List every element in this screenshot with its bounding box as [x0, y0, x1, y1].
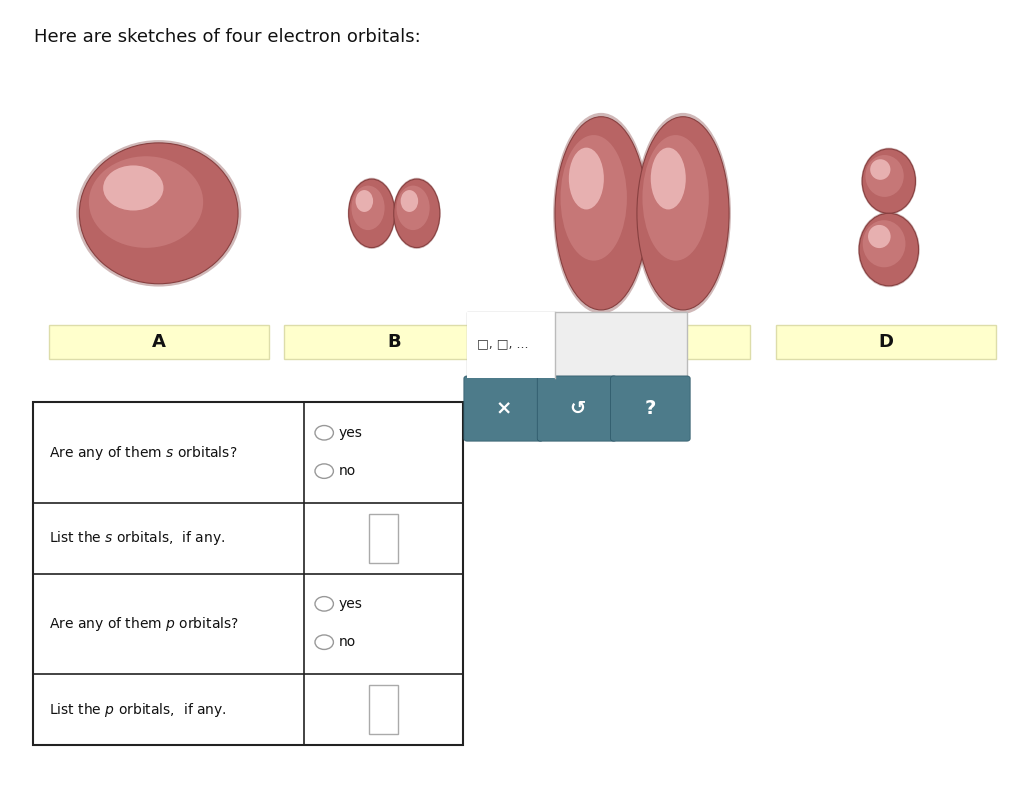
- Text: no: no: [339, 635, 355, 649]
- Ellipse shape: [393, 180, 440, 248]
- Ellipse shape: [635, 113, 731, 314]
- Text: no: no: [339, 464, 355, 478]
- Circle shape: [315, 635, 334, 650]
- Ellipse shape: [560, 135, 627, 261]
- FancyBboxPatch shape: [530, 325, 750, 359]
- Ellipse shape: [870, 159, 891, 180]
- Ellipse shape: [348, 180, 395, 248]
- Ellipse shape: [80, 143, 238, 284]
- Ellipse shape: [642, 135, 709, 261]
- Ellipse shape: [393, 178, 440, 249]
- Ellipse shape: [637, 117, 729, 310]
- FancyBboxPatch shape: [464, 376, 544, 441]
- FancyBboxPatch shape: [285, 325, 505, 359]
- Ellipse shape: [351, 186, 385, 230]
- Ellipse shape: [568, 147, 604, 209]
- Ellipse shape: [348, 178, 395, 249]
- FancyBboxPatch shape: [538, 376, 616, 441]
- Ellipse shape: [858, 212, 920, 287]
- Ellipse shape: [400, 190, 418, 212]
- Circle shape: [315, 464, 334, 478]
- Circle shape: [315, 597, 334, 611]
- Ellipse shape: [355, 190, 373, 212]
- Text: B: B: [387, 333, 401, 351]
- FancyBboxPatch shape: [369, 685, 397, 733]
- Ellipse shape: [89, 156, 203, 248]
- Text: List the $s$ orbitals,  if any.: List the $s$ orbitals, if any.: [49, 530, 225, 547]
- Ellipse shape: [651, 147, 686, 209]
- Text: □, □, ...: □, □, ...: [477, 337, 528, 350]
- Text: ↺: ↺: [569, 399, 585, 418]
- FancyBboxPatch shape: [610, 376, 690, 441]
- Ellipse shape: [553, 113, 649, 314]
- Ellipse shape: [868, 225, 891, 248]
- Text: Here are sketches of four electron orbitals:: Here are sketches of four electron orbit…: [34, 28, 421, 46]
- FancyBboxPatch shape: [467, 312, 687, 378]
- Text: A: A: [152, 333, 166, 351]
- Ellipse shape: [861, 147, 916, 215]
- Ellipse shape: [103, 166, 164, 211]
- Text: C: C: [634, 333, 646, 351]
- Ellipse shape: [396, 186, 430, 230]
- Text: yes: yes: [339, 426, 362, 440]
- FancyBboxPatch shape: [776, 325, 995, 359]
- FancyBboxPatch shape: [33, 402, 463, 745]
- FancyBboxPatch shape: [467, 312, 555, 378]
- Ellipse shape: [555, 117, 647, 310]
- FancyBboxPatch shape: [369, 514, 397, 563]
- Ellipse shape: [862, 221, 905, 267]
- Text: yes: yes: [339, 597, 362, 611]
- Ellipse shape: [859, 213, 919, 286]
- Ellipse shape: [865, 155, 904, 197]
- Text: ?: ?: [645, 399, 656, 418]
- Text: Are any of them $p$ orbitals?: Are any of them $p$ orbitals?: [49, 615, 240, 633]
- Ellipse shape: [862, 149, 915, 213]
- Text: ×: ×: [496, 399, 512, 418]
- Circle shape: [315, 426, 334, 440]
- Ellipse shape: [76, 140, 242, 287]
- Text: List the $p$ orbitals,  if any.: List the $p$ orbitals, if any.: [49, 700, 227, 719]
- Text: Are any of them $s$ orbitals?: Are any of them $s$ orbitals?: [49, 444, 238, 462]
- Text: D: D: [879, 333, 893, 351]
- FancyBboxPatch shape: [49, 325, 268, 359]
